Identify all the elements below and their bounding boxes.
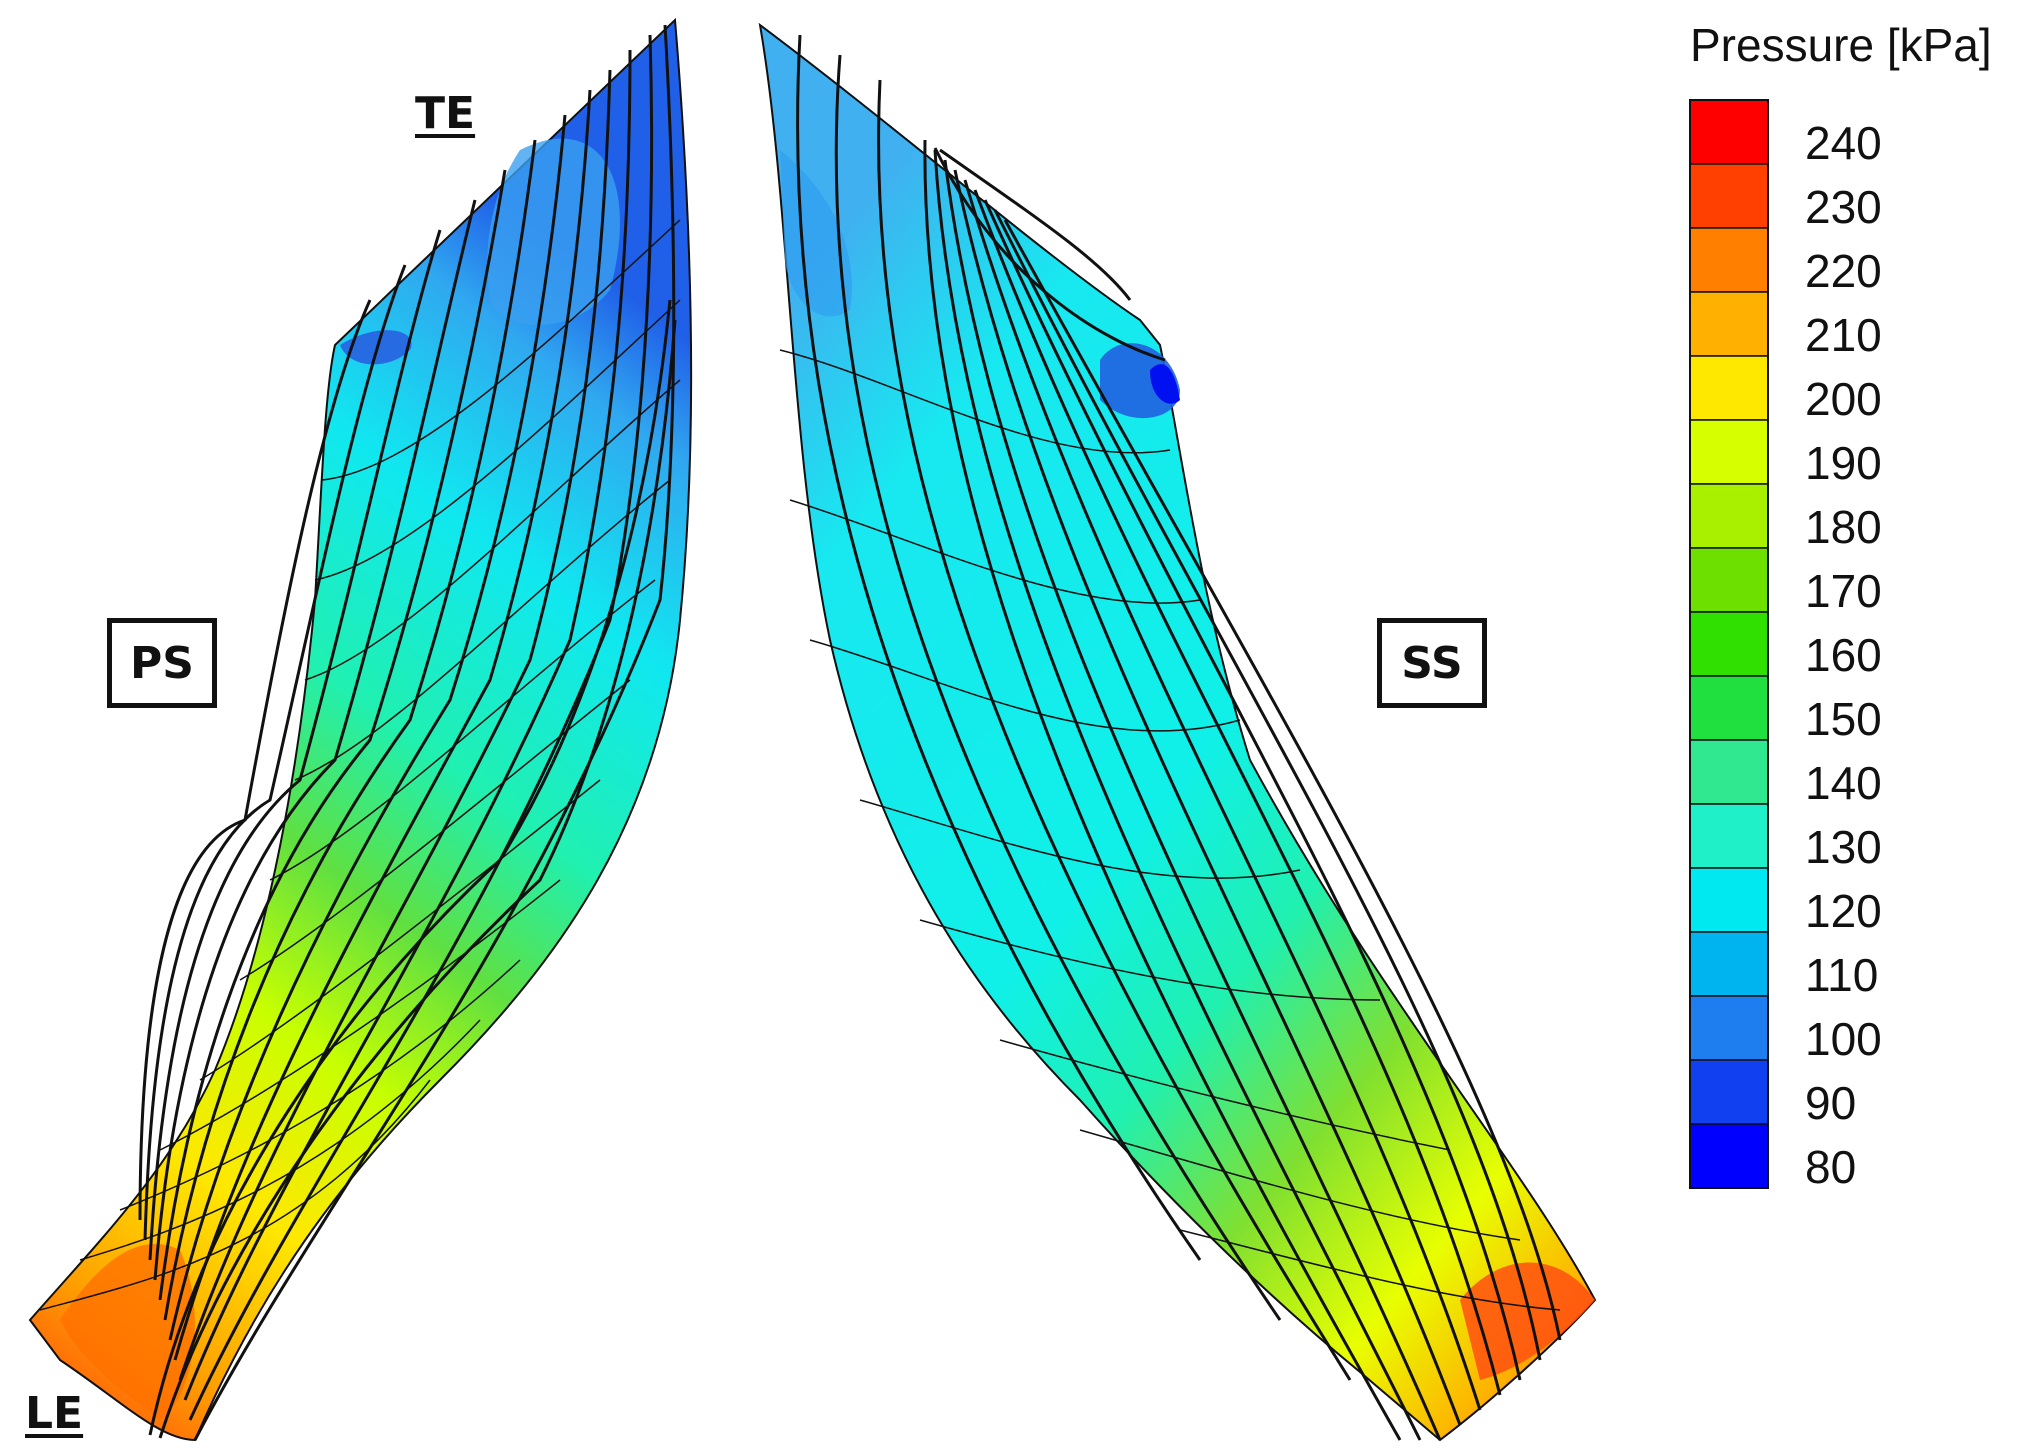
colorbar-swatch (1689, 931, 1769, 997)
colorbar-swatch (1689, 867, 1769, 933)
colorbar-tick-label: 140 (1805, 757, 1882, 809)
colorbar-tick-label: 110 (1805, 949, 1879, 1001)
colorbar-swatch (1689, 547, 1769, 613)
colorbar-swatch (1689, 739, 1769, 805)
colorbar-tick-label: 130 (1805, 821, 1882, 873)
colorbar-swatch (1689, 355, 1769, 421)
colorbar-swatch (1689, 611, 1769, 677)
colorbar-swatch (1689, 1059, 1769, 1125)
colorbar-tick-label: 120 (1805, 885, 1882, 937)
trailing-edge-label: TE (415, 88, 476, 139)
suction-side-surface (758, 22, 1597, 1442)
colorbar-swatch (1689, 675, 1769, 741)
colorbar-swatch (1689, 99, 1769, 165)
colorbar-tick-label: 160 (1805, 629, 1882, 681)
colorbar-tick-label: 240 (1805, 117, 1882, 169)
colorbar-tick-label: 100 (1805, 1013, 1882, 1065)
colorbar-swatch (1689, 995, 1769, 1061)
colorbar-tick-label: 200 (1805, 373, 1882, 425)
colorbar-swatch (1689, 163, 1769, 229)
colorbar-tick-label: 80 (1805, 1141, 1857, 1193)
colorbar-swatch (1689, 227, 1769, 293)
colorbar-tick-label: 150 (1805, 693, 1882, 745)
colorbar-swatch (1689, 1123, 1769, 1189)
colorbar-tick-label: 220 (1805, 245, 1882, 297)
colorbar-tick-label: 230 (1805, 181, 1882, 233)
colorbar-tick-label: 190 (1805, 437, 1882, 489)
pressure-side-surface (28, 17, 693, 1442)
colorbar-outline (1689, 99, 1769, 1189)
colorbar-tick-label: 210 (1805, 309, 1882, 361)
leading-edge-label: LE (25, 1388, 84, 1439)
colorbar-tick-label: 90 (1805, 1077, 1857, 1129)
colorbar-title: Pressure [kPa] (1690, 19, 1992, 71)
colorbar-swatch (1689, 483, 1769, 549)
colorbar-swatch (1689, 803, 1769, 869)
colorbar-swatch (1689, 419, 1769, 485)
pressure-side-label: PS (107, 618, 217, 708)
pressure-colorbar (1689, 99, 1769, 1189)
colorbar-tick-label: 180 (1805, 501, 1882, 553)
colorbar-swatch (1689, 291, 1769, 357)
colorbar-tick-label: 170 (1805, 565, 1882, 617)
suction-side-label: SS (1377, 618, 1487, 708)
